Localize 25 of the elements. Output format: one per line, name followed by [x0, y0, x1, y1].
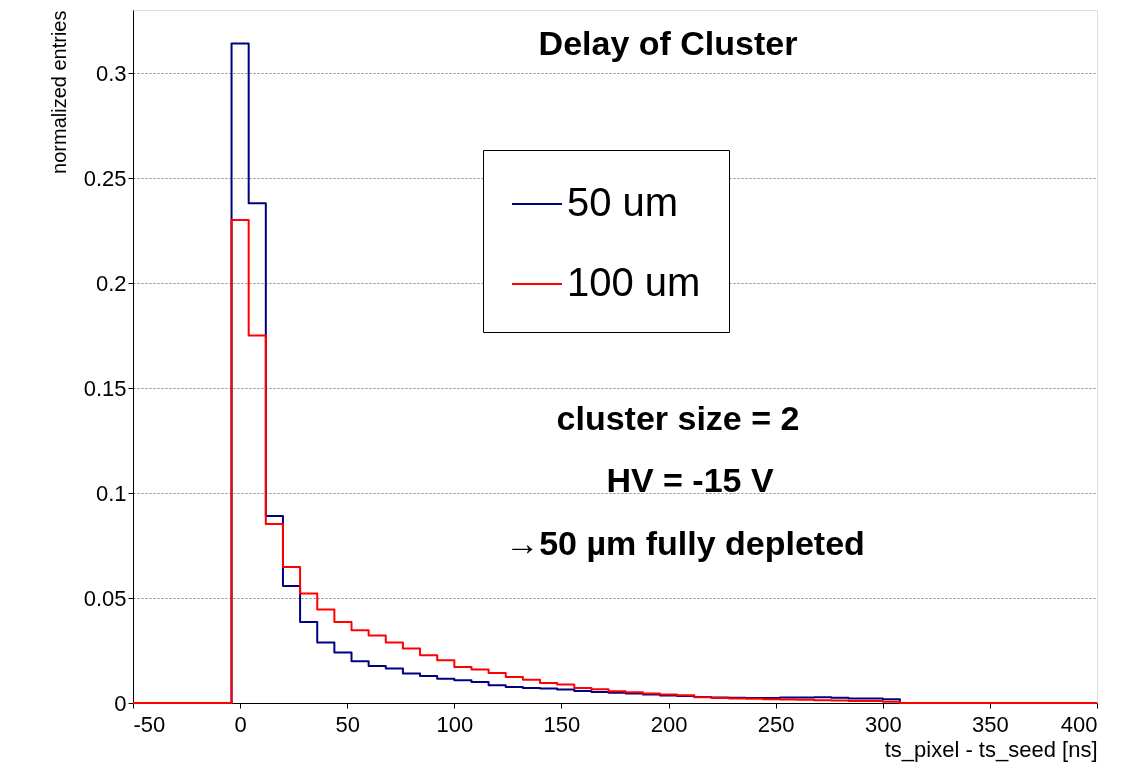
x-tick-label: 350 — [972, 711, 1009, 737]
y-tick-label: 0.25 — [83, 165, 127, 191]
x-tick-label: 250 — [757, 711, 795, 737]
annotation: →50 µm fully depleted — [505, 524, 865, 562]
x-tick-label: 50 — [335, 711, 360, 737]
x-tick-label: -50 — [133, 711, 166, 737]
y-tick-label: 0.05 — [83, 585, 127, 611]
legend-label: 50 um — [567, 180, 679, 224]
chart-title: Delay of Cluster — [538, 24, 798, 62]
x-tick-label: 400 — [1060, 711, 1098, 737]
y-tick-label: 0.15 — [83, 375, 127, 401]
legend-label: 100 um — [567, 260, 701, 304]
annotation: cluster size = 2 — [556, 399, 800, 437]
y-tick-label: 0.2 — [95, 270, 127, 296]
annotation: HV = -15 V — [606, 461, 774, 499]
x-tick-label: 300 — [864, 711, 902, 737]
y-tick-label: 0 — [114, 690, 127, 716]
y-tick-label: 0.3 — [95, 60, 127, 86]
x-tick-label: 200 — [650, 711, 688, 737]
x-tick-label: 100 — [436, 711, 474, 737]
x-tick-label: 0 — [234, 711, 247, 737]
x-axis-title: ts_pixel - ts_seed [ns] — [884, 736, 1098, 762]
y-tick-label: 0.1 — [95, 480, 127, 506]
y-axis-title: normalized entries — [47, 10, 70, 174]
x-tick-label: 150 — [543, 711, 581, 737]
